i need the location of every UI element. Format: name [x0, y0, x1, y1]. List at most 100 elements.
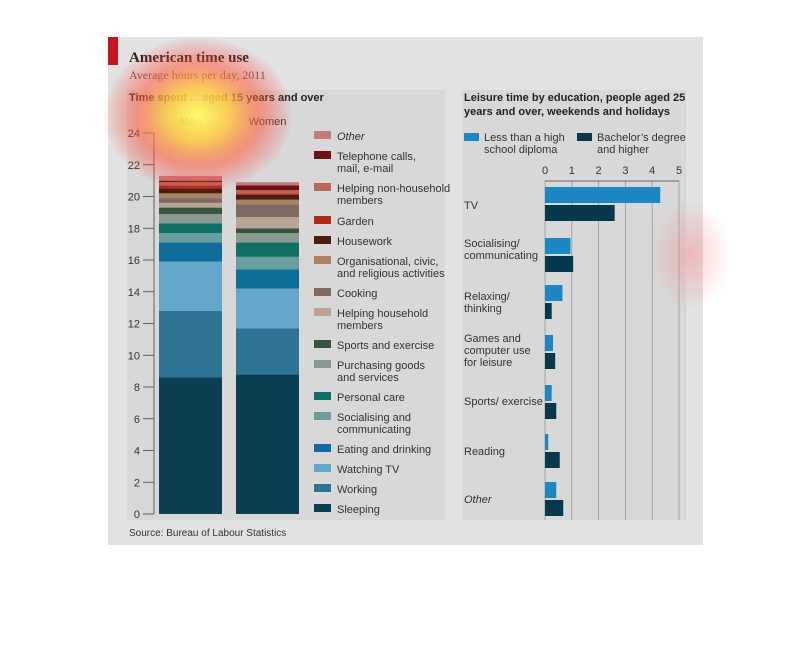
legend-swatch: [314, 151, 331, 159]
bar-reading-series-0: [545, 434, 549, 450]
category-label-women: Women: [249, 116, 287, 128]
legend-swatch: [577, 133, 592, 141]
bar-men-cooking: [159, 198, 222, 203]
category-label-line: Socialising/: [464, 238, 521, 250]
legend-swatch: [314, 504, 331, 512]
bar-socialising--series-1: [545, 256, 574, 272]
legend-label-line: Sports and exercise: [337, 340, 434, 352]
bar-women-eating-and-drinking: [236, 269, 299, 289]
legend-swatch: [314, 360, 331, 368]
legend-label: Organisational, civic, and religious acti…: [337, 256, 445, 280]
legend-label-line: Helping household: [337, 308, 428, 320]
legend-label: Eating and drinking: [337, 444, 431, 456]
legend-label: Purchasing goods and services: [337, 360, 426, 384]
legend-label: Sports and exercise: [337, 340, 434, 352]
category-label-line: communicating: [464, 250, 538, 262]
x-tick-label: 5: [676, 165, 682, 177]
legend-label-line: and services: [337, 372, 399, 384]
bar-men-organisational-civic-and-religious-activities: [159, 193, 222, 199]
legend-swatch: [464, 133, 479, 141]
bar-men-helping-household-members: [159, 202, 222, 208]
bar-women-personal-care: [236, 242, 299, 257]
legend-swatch: [314, 412, 331, 420]
bar-women-sleeping: [236, 374, 299, 514]
category-label-line: Other: [464, 494, 493, 506]
legend-label: Helping household members: [337, 308, 428, 332]
bar-women-helping-household-members: [236, 217, 299, 229]
bar-men-sleeping: [159, 377, 222, 514]
legend-label-line: members: [337, 320, 383, 332]
category-label: Other: [464, 494, 493, 506]
bar-men-sports-and-exercise: [159, 207, 222, 214]
legend-label-line: Cooking: [337, 288, 377, 300]
bar-women-watching-tv: [236, 288, 299, 329]
legend-label-line: Personal care: [337, 392, 405, 404]
bar-women-working: [236, 328, 299, 375]
legend-swatch: [314, 216, 331, 224]
bar-men-socialising-and-communicating: [159, 233, 222, 243]
bar-women-sports-and-exercise: [236, 228, 299, 234]
category-label-men: Men: [180, 116, 201, 128]
y-tick-label: 18: [128, 223, 140, 235]
bar-men-watching-tv: [159, 261, 222, 311]
legend-label-line: Eating and drinking: [337, 444, 431, 456]
bar-women-socialising-and-communicating: [236, 256, 299, 270]
x-tick-label: 0: [542, 165, 548, 177]
legend-label-line: Purchasing goods: [337, 360, 426, 372]
bar-other-series-0: [545, 482, 557, 498]
legend-label: Cooking: [337, 288, 377, 300]
legend-swatch: [314, 444, 331, 452]
bar-men-housework: [159, 188, 222, 194]
legend-label: Sleeping: [337, 504, 380, 516]
legend-label-line: Sleeping: [337, 504, 380, 516]
figure-subtitle: Average hours per day, 2011: [129, 68, 266, 82]
y-tick-label: 8: [134, 382, 140, 394]
right-chart-title: Leisure time by education, people aged 2…: [464, 92, 685, 118]
legend-label-line: mail, e-mail: [337, 163, 393, 175]
bar-tv-series-0: [545, 187, 661, 203]
legend-label-line: members: [337, 195, 383, 207]
category-label-line: Relaxing/: [464, 291, 511, 303]
category-label: TV: [464, 200, 479, 212]
legend-label-line: Housework: [337, 236, 393, 248]
legend-swatch: [314, 340, 331, 348]
legend-label-line: Telephone calls,: [337, 151, 416, 163]
right-chart-title-line: years and over, weekends and holidays: [464, 106, 670, 118]
bar-women-cooking: [236, 204, 299, 218]
legend-swatch: [314, 288, 331, 296]
source-note: Source: Bureau of Labour Statistics: [129, 528, 286, 539]
x-tick-label: 4: [649, 165, 655, 177]
legend-swatch: [314, 308, 331, 316]
category-label-line: for leisure: [464, 357, 512, 369]
legend-label-line: Garden: [337, 216, 374, 228]
legend-label: Housework: [337, 236, 393, 248]
x-tick-label: 3: [622, 165, 628, 177]
legend-label: Helping non-household members: [337, 183, 450, 207]
bar-sports-exercise-series-1: [545, 403, 557, 419]
legend-label: Socialising and communicating: [337, 412, 411, 436]
y-tick-label: 20: [128, 192, 140, 204]
legend-label-line: Other: [337, 131, 366, 143]
x-tick-label: 1: [569, 165, 575, 177]
bar-men-helping-non-household-members: [159, 182, 222, 186]
legend-swatch: [314, 464, 331, 472]
bar-women-purchasing-goods-and-services: [236, 233, 299, 243]
category-label: Socialising/communicating: [464, 238, 538, 262]
bar-men-garden: [159, 185, 222, 189]
legend-label-line: Organisational, civic,: [337, 256, 439, 268]
bar-men-eating-and-drinking: [159, 242, 222, 262]
x-tick-label: 2: [596, 165, 602, 177]
bar-men-working: [159, 310, 222, 378]
y-tick-label: 0: [134, 509, 140, 521]
bar-women-other: [236, 182, 299, 186]
right-chart: Leisure time by education, people aged 2…: [464, 92, 686, 520]
y-tick-label: 22: [128, 160, 140, 172]
legend-label-line: and religious activities: [337, 268, 445, 280]
bar-men-telephone-calls-mail-e-mail: [159, 180, 222, 183]
legend-label-line: Watching TV: [337, 464, 400, 476]
legend-swatch: [314, 183, 331, 191]
y-tick-label: 10: [128, 350, 140, 362]
legend-swatch: [314, 392, 331, 400]
